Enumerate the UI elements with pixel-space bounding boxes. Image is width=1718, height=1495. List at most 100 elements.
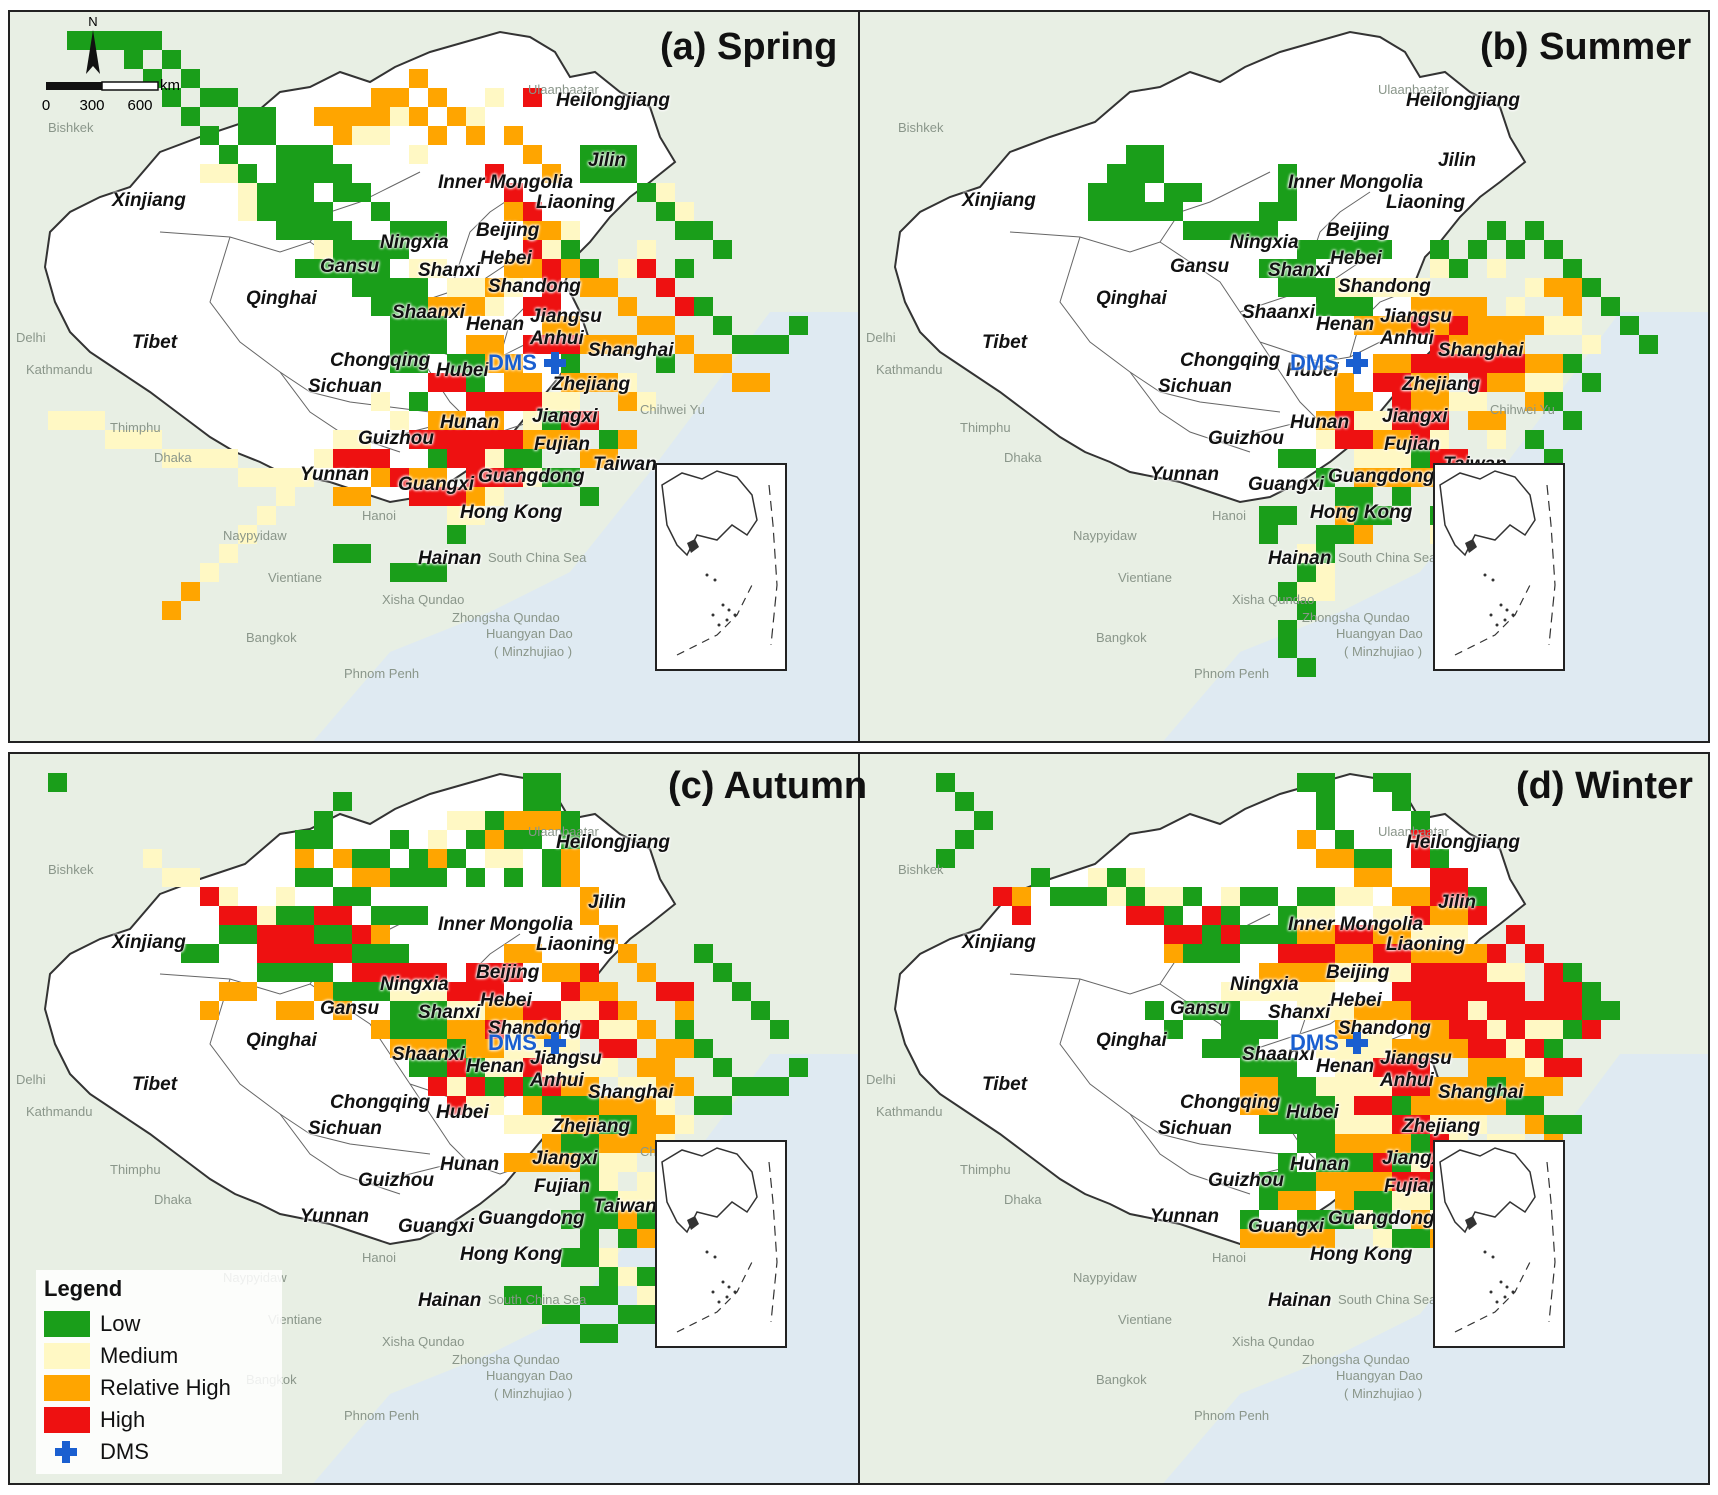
grid-cell-medium (1373, 1020, 1392, 1039)
grid-cell-relative-high (637, 1134, 656, 1153)
background-label: Dhaka (154, 450, 192, 465)
grid-cell-relative-high (580, 278, 599, 297)
background-label: Ulaanbaatar (528, 824, 599, 839)
grid-cell-low (409, 563, 428, 582)
province-label: Shanghai (588, 1082, 674, 1103)
grid-cell-low (1563, 411, 1582, 430)
province-border (1159, 171, 1271, 243)
province-label: Sichuan (308, 376, 382, 397)
grid-cell-relative-high (333, 126, 352, 145)
grid-cell-low (1392, 773, 1411, 792)
legend-swatch-high (44, 1407, 90, 1433)
grid-cell-relative-high (1373, 868, 1392, 887)
grid-cell-relative-high (599, 925, 618, 944)
grid-cell-low (1107, 164, 1126, 183)
grid-cell-relative-high (1259, 1077, 1278, 1096)
grid-cell-low (371, 849, 390, 868)
grid-cell-high (1468, 354, 1487, 373)
grid-cell-low (219, 925, 238, 944)
grid-cell-low (1202, 1039, 1221, 1058)
grid-cell-low (1240, 887, 1259, 906)
scale-segment-light (101, 81, 159, 91)
grid-cell-low (675, 221, 694, 240)
grid-cell-medium (371, 392, 390, 411)
grid-cell-relative-high (1297, 1191, 1316, 1210)
grid-cell-high (1468, 963, 1487, 982)
grid-cell-low (295, 183, 314, 202)
grid-cell-high (1411, 1077, 1430, 1096)
province-label: Guangxi (398, 1216, 475, 1237)
province-label: Zhejiang (552, 1116, 631, 1137)
grid-cell-low (295, 259, 314, 278)
grid-cell-high (1392, 411, 1411, 430)
grid-cell-high (257, 944, 276, 963)
grid-cell-high (485, 430, 504, 449)
grid-cell-medium (523, 411, 542, 430)
grid-cell-low (1278, 1058, 1297, 1077)
grid-cell-relative-high (561, 849, 580, 868)
grid-cell-low (371, 982, 390, 1001)
grid-cell-medium (1525, 1020, 1544, 1039)
south-china-sea-inset (1433, 1140, 1565, 1348)
grid-cell-relative-high (1373, 316, 1392, 335)
background-label: Huangyan Dao (1336, 1368, 1423, 1383)
grid-cell-low (409, 354, 428, 373)
grid-cell-low (409, 278, 428, 297)
grid-cell-high (1449, 1001, 1468, 1020)
grid-cell-relative-high (637, 1229, 656, 1248)
grid-cell-relative-high (200, 1001, 219, 1020)
grid-cell-low (580, 145, 599, 164)
grid-cell-low (314, 221, 333, 240)
grid-cell-medium (352, 430, 371, 449)
grid-cell-low (409, 1001, 428, 1020)
grid-cell-low (219, 88, 238, 107)
grid-cell-high (1525, 1039, 1544, 1058)
grid-cell-relative-high (523, 221, 542, 240)
grid-cell-low (1582, 373, 1601, 392)
grid-cell-low (1411, 449, 1430, 468)
grid-cell-low (637, 1210, 656, 1229)
map-base-2 (10, 754, 858, 1483)
province-border (209, 978, 311, 1135)
grid-cell-low (409, 221, 428, 240)
grid-cell-low (1278, 925, 1297, 944)
province-label: Tibet (982, 1074, 1028, 1095)
legend-label-relative-high: Relative High (100, 1375, 231, 1400)
grid-cell-relative-high (1449, 906, 1468, 925)
grid-cell-low (599, 1115, 618, 1134)
grid-cell-high (1468, 982, 1487, 1001)
grid-cell-low (1278, 1115, 1297, 1134)
background-label: Vientiane (1118, 570, 1172, 585)
grid-cell-high (523, 1001, 542, 1020)
grid-cell-relative-high (333, 107, 352, 126)
grid-cell-relative-high (561, 963, 580, 982)
province-label: Zhejiang (1402, 374, 1481, 395)
grid-cell-relative-high (1468, 316, 1487, 335)
grid-cell-low (1297, 1210, 1316, 1229)
grid-cell-low (637, 1305, 656, 1324)
province-label: Hubei (436, 1102, 489, 1123)
grid-cell-low (1563, 963, 1582, 982)
grid-cell-relative-high (295, 1001, 314, 1020)
grid-cell-medium (1506, 963, 1525, 982)
grid-cell-relative-high (523, 1153, 542, 1172)
grid-cell-low (409, 906, 428, 925)
grid-cell-low (1278, 582, 1297, 601)
background-label: Chihwei Yu (1490, 402, 1555, 417)
grid-cell-medium (1335, 963, 1354, 982)
grid-cell-high (1202, 906, 1221, 925)
legend-item-medium: Medium (44, 1340, 274, 1372)
legend-swatch-medium (44, 1343, 90, 1369)
grid-cell-high (447, 487, 466, 506)
grid-cell-low (1316, 468, 1335, 487)
grid-cell-relative-high (1430, 1077, 1449, 1096)
legend-label-medium: Medium (100, 1343, 179, 1368)
grid-cell-medium (1392, 1191, 1411, 1210)
grid-cell-low (466, 1058, 485, 1077)
province-label: Inner Mongolia (438, 172, 574, 193)
grid-cell-low (1316, 1096, 1335, 1115)
grid-cell-relative-high (580, 982, 599, 1001)
grid-cell-medium (390, 982, 409, 1001)
province-label: Hunan (440, 1154, 500, 1175)
grid-cell-high (1544, 982, 1563, 1001)
